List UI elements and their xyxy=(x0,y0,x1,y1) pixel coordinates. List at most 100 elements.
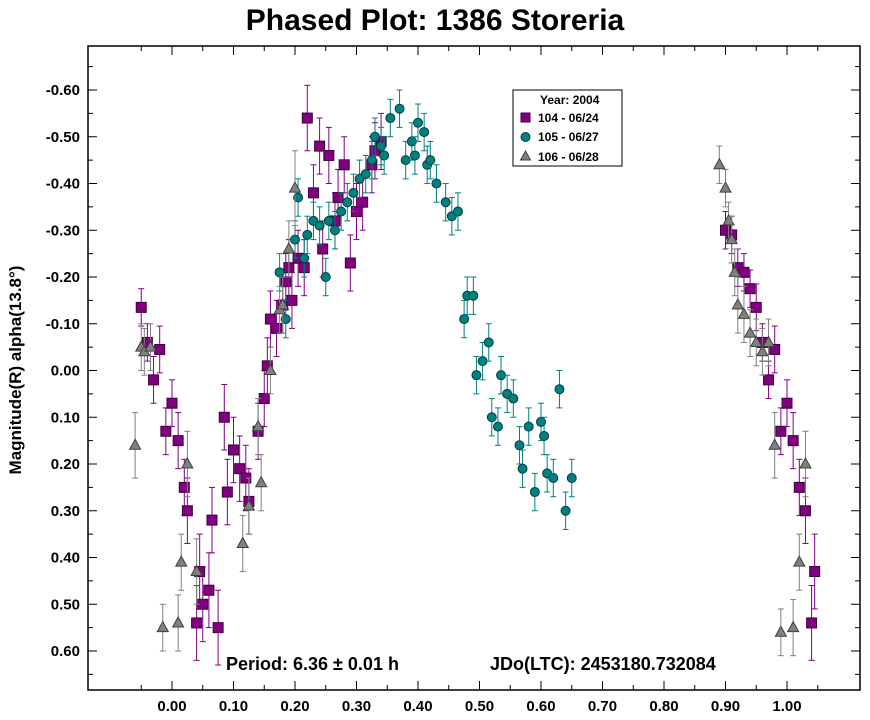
data-point xyxy=(492,421,503,432)
data-point xyxy=(762,335,775,347)
data-point xyxy=(486,412,497,423)
data-point xyxy=(282,241,296,254)
data-point xyxy=(743,326,757,338)
data-point xyxy=(171,615,185,628)
x-tick-label: 0.30 xyxy=(342,698,371,715)
data-point xyxy=(786,620,800,633)
data-point xyxy=(280,276,292,288)
data-point xyxy=(348,187,359,198)
data-point xyxy=(242,499,256,511)
data-point xyxy=(737,307,751,319)
series-circle xyxy=(274,89,577,530)
data-point xyxy=(483,337,494,348)
x-tick-label: 0.20 xyxy=(280,698,309,715)
data-point xyxy=(181,456,194,469)
data-point xyxy=(203,584,215,596)
x-tick-label: 0.10 xyxy=(219,698,248,715)
data-point xyxy=(154,343,166,355)
data-point xyxy=(338,159,350,171)
data-point xyxy=(144,340,157,352)
data-point xyxy=(379,150,390,161)
data-point xyxy=(744,283,756,295)
data-point xyxy=(357,196,369,208)
data-point xyxy=(302,229,313,240)
legend: Year: 2004 104 - 06/24 105 - 06/27 106 -… xyxy=(512,89,623,167)
data-point xyxy=(554,384,565,395)
data-point xyxy=(385,113,396,124)
data-point xyxy=(529,487,540,498)
data-point xyxy=(234,463,246,475)
data-point xyxy=(471,370,482,381)
data-point xyxy=(172,435,184,447)
y-axis: -0.60 -0.50 -0.40 -0.30 -0.20 -0.10 0.00 0.10 0.… xyxy=(46,66,860,675)
data-point xyxy=(148,374,160,386)
x-tick-label: 0.50 xyxy=(465,698,494,715)
y-tick-label: 0.40 xyxy=(51,550,80,567)
data-point xyxy=(336,206,347,217)
legend-title: Year: 2004 xyxy=(540,93,600,107)
data-point xyxy=(344,257,356,269)
data-point xyxy=(166,397,178,409)
legend-label: 105 - 06/27 xyxy=(538,130,599,144)
data-point xyxy=(323,215,334,226)
data-point xyxy=(366,155,377,166)
data-point xyxy=(749,335,763,347)
data-point xyxy=(317,243,329,255)
data-point xyxy=(290,234,300,245)
y-tick-label: 0.10 xyxy=(51,409,80,426)
data-point xyxy=(425,155,436,166)
data-point xyxy=(160,425,172,437)
x-tick-label: 0.90 xyxy=(711,698,740,715)
plot-frame xyxy=(87,45,861,691)
chart-title: Phased Plot: 1386 Storeria xyxy=(245,4,625,37)
data-point xyxy=(769,343,781,355)
series-triangle xyxy=(128,145,812,657)
data-layer xyxy=(128,84,821,666)
data-point xyxy=(236,536,250,548)
data-point xyxy=(376,141,387,152)
data-point xyxy=(431,178,442,189)
data-point xyxy=(799,505,811,517)
x-tick-label: 0.80 xyxy=(649,698,678,715)
legend-label: 104 - 06/24 xyxy=(538,111,599,125)
y-tick-label: 0.50 xyxy=(51,596,80,613)
x-tick-label: 0.70 xyxy=(588,698,617,715)
data-point xyxy=(756,344,769,357)
data-point xyxy=(323,149,335,161)
data-point xyxy=(135,301,147,313)
x-axis: 0.00 0.10 0.20 0.30 0.40 0.50 0.60 0.70 0.80 0.90… xyxy=(140,46,819,715)
data-point xyxy=(793,481,805,493)
data-point xyxy=(508,393,519,404)
legend-marker-circle xyxy=(520,132,531,142)
data-point xyxy=(293,192,304,203)
data-point xyxy=(560,505,571,516)
data-point xyxy=(288,181,302,193)
data-point xyxy=(409,150,420,161)
data-point xyxy=(221,486,233,498)
data-point xyxy=(251,419,265,432)
data-point xyxy=(781,397,793,409)
data-point xyxy=(369,131,380,142)
data-point xyxy=(360,169,371,180)
data-point xyxy=(787,435,799,447)
x-tick-label: 0.00 xyxy=(157,698,186,715)
data-point xyxy=(719,181,732,193)
legend-label: 106 - 06/28 xyxy=(538,150,599,164)
data-point xyxy=(156,620,170,633)
data-point xyxy=(332,192,344,204)
data-point xyxy=(301,112,313,124)
x-tick-label: 0.40 xyxy=(403,698,432,715)
legend-marker-triangle xyxy=(519,149,532,161)
data-point xyxy=(731,298,745,310)
data-point xyxy=(228,444,239,456)
data-point xyxy=(768,438,782,450)
legend-marker-square xyxy=(520,112,531,123)
data-point xyxy=(440,197,451,208)
data-point xyxy=(523,421,534,432)
y-tick-label: -0.50 xyxy=(46,129,80,146)
data-point xyxy=(738,266,750,278)
legend-box xyxy=(512,89,623,167)
y-tick-label: -0.30 xyxy=(46,222,80,239)
data-point xyxy=(566,473,577,484)
